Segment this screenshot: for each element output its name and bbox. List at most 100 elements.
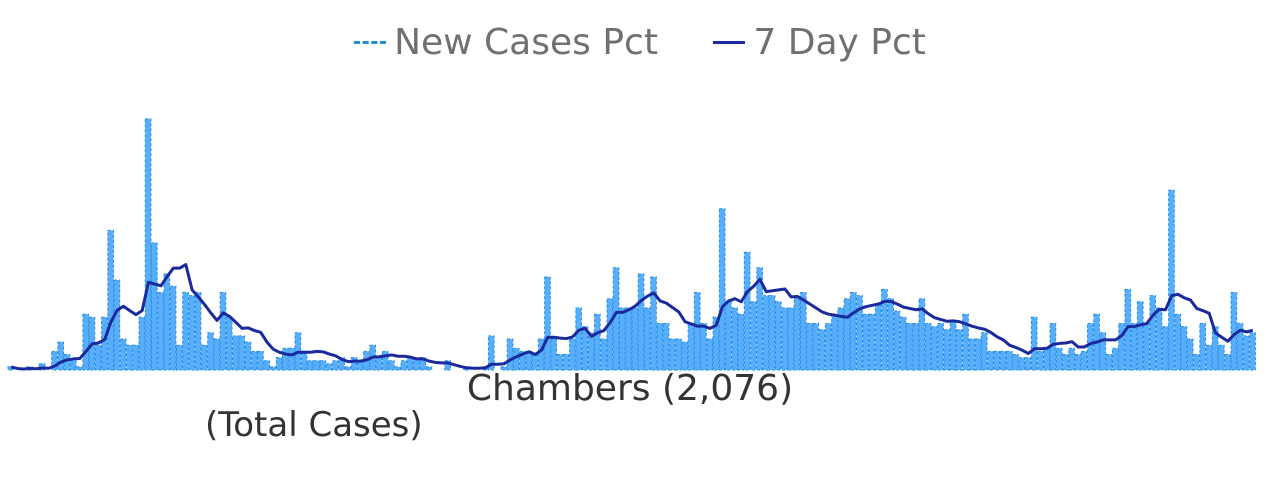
- bar: [793, 298, 801, 371]
- bar: [126, 344, 133, 371]
- bar: [51, 350, 58, 371]
- bar: [1074, 354, 1082, 371]
- bar: [756, 267, 763, 371]
- bar: [194, 292, 202, 371]
- bar: [575, 307, 582, 371]
- bar: [631, 307, 639, 371]
- bar: [980, 332, 988, 371]
- bar: [487, 335, 495, 371]
- bar: [737, 313, 745, 371]
- bar: [57, 341, 65, 371]
- bar: [175, 344, 183, 371]
- bar: [806, 323, 813, 371]
- bar: [157, 292, 164, 371]
- bar: [263, 360, 270, 371]
- bar: [581, 326, 589, 371]
- bar: [587, 332, 595, 371]
- bar: [101, 316, 108, 371]
- bar: [275, 357, 283, 371]
- bar: [556, 354, 564, 371]
- bar: [987, 350, 994, 371]
- bar: [1224, 354, 1231, 371]
- bar: [899, 316, 907, 371]
- bar: [1005, 350, 1013, 371]
- bar: [307, 360, 314, 371]
- bar: [924, 323, 932, 371]
- bar: [906, 323, 913, 371]
- legend-label-7-day: 7 Day Pct: [753, 22, 926, 63]
- legend-item-new-cases[interactable]: New Cases Pct: [354, 22, 658, 63]
- bar: [799, 292, 807, 371]
- bar: [931, 326, 938, 371]
- bar: [182, 292, 189, 371]
- bar: [874, 304, 882, 371]
- bar: [250, 350, 258, 371]
- bar: [425, 366, 433, 371]
- bar: [1043, 347, 1050, 371]
- bar: [706, 338, 714, 371]
- bar: [344, 366, 352, 371]
- bar: [606, 298, 614, 371]
- bar: [244, 341, 252, 371]
- bar: [818, 329, 826, 371]
- bar: [718, 208, 726, 371]
- bar: [725, 301, 732, 371]
- bar: [506, 338, 514, 371]
- bar: [232, 335, 239, 371]
- bar-series: [7, 118, 1256, 371]
- bar: [400, 360, 408, 371]
- bar: [1230, 292, 1238, 371]
- legend-swatch-solid: [713, 41, 746, 44]
- bar: [207, 332, 214, 371]
- bar: [643, 307, 651, 371]
- bar: [1099, 332, 1107, 371]
- bar: [1249, 332, 1256, 371]
- bar: [325, 363, 333, 371]
- bar: [1055, 347, 1063, 371]
- bar: [550, 338, 558, 371]
- bar: [1068, 347, 1075, 371]
- bar: [1149, 295, 1157, 371]
- bar: [962, 313, 969, 371]
- bar: [762, 295, 770, 371]
- bar: [993, 350, 1001, 371]
- bar: [731, 307, 738, 371]
- bar: [656, 323, 664, 371]
- legend-item-7-day[interactable]: 7 Day Pct: [713, 22, 926, 63]
- bar: [768, 295, 776, 371]
- bar: [1180, 326, 1188, 371]
- bar: [1143, 323, 1150, 371]
- bar: [662, 323, 670, 371]
- bar: [781, 307, 788, 371]
- bar: [1218, 344, 1225, 371]
- bar: [200, 344, 208, 371]
- bar: [1087, 323, 1094, 371]
- bar: [787, 307, 795, 371]
- bar: [1080, 350, 1088, 371]
- bar: [862, 313, 870, 371]
- bar: [319, 360, 327, 371]
- bar: [151, 242, 158, 371]
- bar: [612, 267, 620, 371]
- bar: [119, 338, 127, 371]
- bar: [650, 276, 657, 371]
- bar: [381, 350, 389, 371]
- bar: [82, 313, 90, 371]
- bar: [1118, 323, 1125, 371]
- bar: [69, 360, 77, 371]
- bar: [1062, 354, 1069, 371]
- bar: [313, 360, 320, 371]
- bar: [856, 295, 863, 371]
- chart-legend: New Cases Pct 7 Day Pct: [0, 12, 1280, 63]
- bar: [912, 323, 919, 371]
- bar: [1012, 354, 1019, 371]
- bar: [188, 295, 196, 371]
- bar: [388, 360, 395, 371]
- bar: [1211, 326, 1219, 371]
- bar: [138, 316, 146, 371]
- bar: [849, 292, 857, 371]
- bar: [750, 301, 757, 371]
- bar: [1193, 354, 1200, 371]
- bar: [213, 338, 221, 371]
- bar: [868, 313, 876, 371]
